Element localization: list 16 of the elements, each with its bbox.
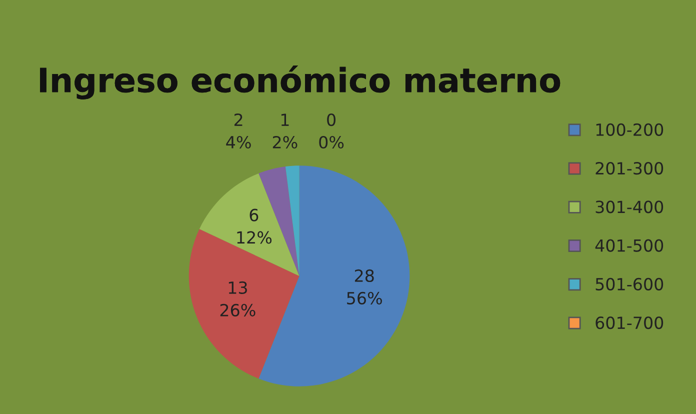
- data-label: 2 4%: [226, 113, 251, 149]
- pie-slice: [199, 173, 300, 276]
- pie-slice: [285, 166, 300, 276]
- legend-label: 201-300: [596, 162, 664, 175]
- legend-label: 501-600: [596, 278, 664, 290]
- legend-label: 301-400: [596, 200, 664, 214]
- legend-label: 601-700: [596, 316, 664, 330]
- data-label: 28 56%: [347, 269, 382, 304]
- data-label: 13 26%: [220, 281, 256, 316]
- chart-title: Ingreso económico materno: [40, 66, 560, 100]
- data-label: 1 2%: [272, 114, 298, 149]
- text: 0 0%: [319, 113, 344, 149]
- pie-slice: [188, 228, 300, 379]
- legend-label: 100-200: [596, 123, 664, 136]
- data-label: 6 12%: [237, 208, 272, 244]
- legend-label: 401-500: [595, 239, 664, 252]
